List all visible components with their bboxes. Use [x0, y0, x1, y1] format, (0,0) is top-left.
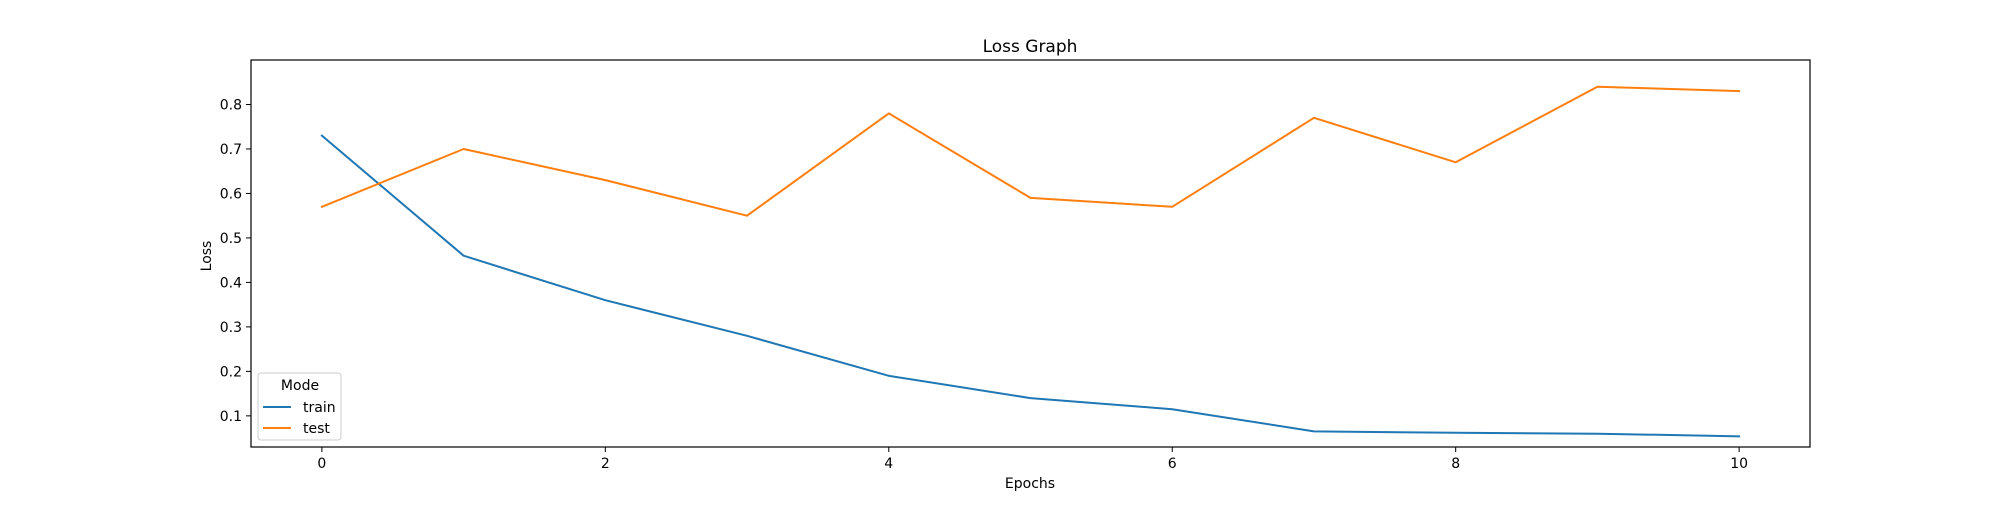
- x-axis-label: Epochs: [1005, 476, 1055, 492]
- y-tick-label: 0.6: [220, 186, 242, 202]
- x-tick-label: 6: [1168, 456, 1177, 472]
- plot-area-frame: [250, 59, 1811, 448]
- x-tick-label: 2: [601, 456, 610, 472]
- legend: Mode train test: [257, 372, 342, 441]
- y-tick-label: 0.8: [220, 97, 242, 113]
- y-tick-label: 0.7: [220, 142, 242, 158]
- x-tick-label: 4: [884, 456, 893, 472]
- series-line-test: [320, 85, 1741, 217]
- x-axis-ticks: 0 2 4 6 8 10: [317, 447, 1748, 472]
- x-tick-label: 0: [317, 456, 326, 472]
- x-tick-label: 10: [1730, 456, 1748, 472]
- y-tick-label: 0.3: [220, 320, 242, 336]
- series-layer: [320, 85, 1741, 438]
- y-axis-ticks: 0.1 0.2 0.3 0.4 0.5 0.6 0.7 0.8: [220, 97, 251, 425]
- legend-box: [257, 372, 342, 441]
- y-tick-label: 0.2: [220, 364, 242, 380]
- legend-label-test: test: [303, 421, 330, 437]
- y-tick-label: 0.5: [220, 231, 242, 247]
- chart-title: Loss Graph: [983, 37, 1078, 57]
- legend-label-train: train: [303, 400, 336, 416]
- series-line-train: [320, 134, 1741, 438]
- y-axis-label: Loss: [199, 241, 215, 272]
- legend-title: Mode: [281, 378, 319, 394]
- y-tick-label: 0.1: [220, 409, 242, 425]
- y-tick-label: 0.4: [220, 275, 242, 291]
- x-tick-label: 8: [1451, 456, 1460, 472]
